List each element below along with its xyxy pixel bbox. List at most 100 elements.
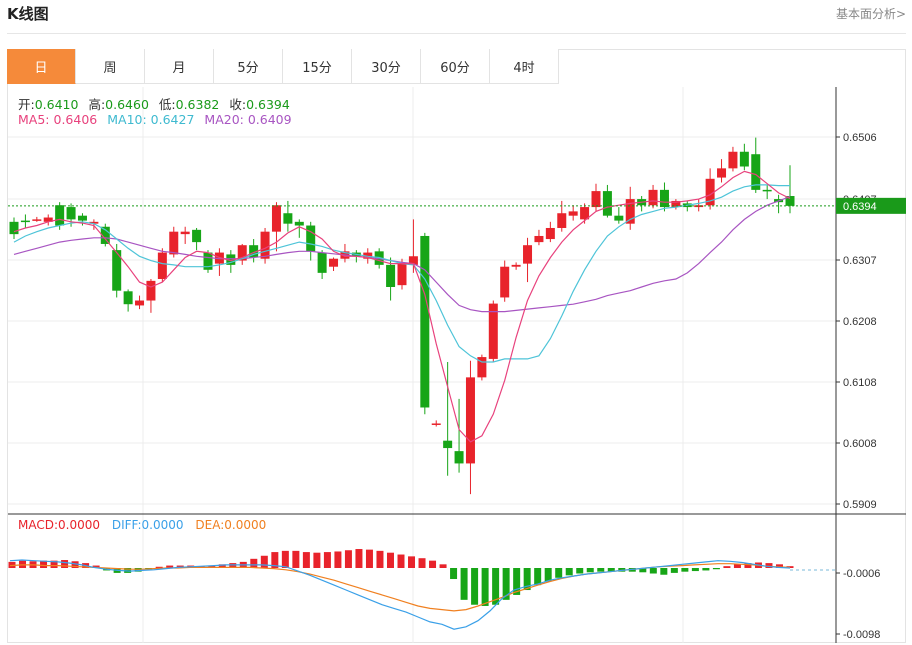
macd-bar: [733, 564, 741, 568]
diff-label: DIFF:: [111, 518, 142, 532]
ma10-label: MA10:: [107, 112, 147, 127]
candle-body: [55, 205, 65, 226]
macd-bar: [712, 568, 720, 570]
macd-bar: [691, 568, 699, 572]
candle-body: [408, 256, 418, 265]
candle-body: [43, 217, 53, 222]
candle-body: [271, 205, 281, 232]
current-price-label: 0.6394: [843, 201, 877, 213]
candle-body: [454, 451, 464, 464]
macd-bar: [155, 566, 163, 568]
macd-bar: [439, 564, 447, 568]
macd-histogram: [8, 549, 794, 606]
tab-60min[interactable]: 60分: [421, 49, 490, 84]
tab-day[interactable]: 日: [7, 49, 76, 84]
candle-body: [443, 440, 453, 449]
price-tick-label: 0.5909: [843, 499, 877, 511]
candle-body: [534, 235, 544, 243]
macd-bar: [250, 558, 258, 568]
candle-body: [226, 254, 236, 265]
macd-bar: [576, 568, 584, 574]
candle-body: [112, 250, 122, 291]
fundamental-analysis-link[interactable]: 基本面分析>: [835, 7, 906, 21]
candle-body: [465, 377, 475, 464]
candle-body: [625, 199, 635, 224]
tab-5min[interactable]: 5分: [214, 49, 283, 84]
macd-bar: [670, 568, 678, 573]
period-tabs: 日 周 月 5分 15分 30分 60分 4时: [7, 49, 559, 84]
candle-body: [705, 178, 715, 206]
ma20-line: [13, 196, 791, 313]
candle-body: [294, 221, 304, 226]
macd-bar: [765, 563, 773, 568]
candle-body: [785, 196, 795, 206]
ma5-line: [13, 170, 791, 443]
tab-30min[interactable]: 30分: [352, 49, 421, 84]
low-value: 0.6382: [175, 97, 220, 112]
macd-bar: [513, 568, 521, 595]
tab-month[interactable]: 月: [145, 49, 214, 84]
candle-body: [500, 266, 510, 298]
dea-value: 0.0000: [224, 518, 267, 532]
high-label: 高:: [88, 97, 106, 112]
macd-bar: [323, 552, 331, 568]
macd-bar: [40, 560, 48, 568]
candle-body: [580, 207, 590, 220]
tab-4hour[interactable]: 4时: [490, 49, 559, 84]
open-label: 开:: [18, 97, 35, 112]
candle-body: [591, 191, 601, 208]
macd-bar: [302, 552, 310, 568]
candle-body: [545, 227, 555, 240]
macd-bar: [418, 558, 426, 568]
candle-body: [694, 205, 704, 208]
current-price-tag: [836, 197, 906, 214]
candle-body: [9, 221, 19, 235]
dea-label: DEA:: [195, 518, 225, 532]
macd-readout: MACD:0.0000 DIFF:0.0000 DEA:0.0000: [18, 518, 266, 532]
macd-bar: [639, 568, 647, 573]
candle-body: [123, 291, 133, 305]
macd-bar: [334, 551, 342, 568]
macd-bar: [702, 568, 710, 571]
candle-body: [260, 231, 270, 259]
ma5-value: 0.6406: [53, 112, 98, 127]
ma5-label: MA5:: [18, 112, 50, 127]
tab-15min[interactable]: 15分: [283, 49, 352, 84]
macd-value: 0.0000: [58, 518, 101, 532]
price-tick-label: 0.6208: [843, 316, 877, 328]
candle-body: [157, 252, 167, 280]
candle-body: [66, 207, 76, 220]
candle-body: [283, 213, 293, 224]
candle-body: [146, 280, 156, 301]
macd-bar: [50, 560, 58, 568]
close-label: 收:: [229, 97, 247, 112]
macd-tick-label: -0.0006: [843, 568, 880, 580]
macd-bar: [134, 568, 142, 572]
diff-value: 0.0000: [141, 518, 184, 532]
candle-body: [659, 189, 669, 208]
macd-bar: [544, 568, 552, 582]
candle-body: [169, 231, 179, 255]
macd-bar: [281, 550, 289, 568]
macd-bar: [386, 552, 394, 568]
candle-body: [523, 245, 533, 264]
candle-body: [397, 263, 407, 286]
header-divider: [7, 33, 906, 34]
macd-bar: [365, 549, 373, 568]
macd-bar: [534, 568, 542, 586]
candle-body: [249, 245, 259, 258]
macd-bar: [723, 566, 731, 568]
macd-bar: [502, 568, 510, 600]
close-value: 0.6394: [246, 97, 290, 112]
candle-body: [135, 300, 145, 306]
macd-bar: [523, 568, 531, 591]
tab-week[interactable]: 周: [76, 49, 145, 84]
candle-body: [671, 200, 681, 208]
macd-bar: [218, 564, 226, 568]
macd-bar: [660, 568, 668, 575]
candle-body: [751, 154, 761, 190]
macd-bar: [607, 568, 615, 572]
candle-body: [329, 258, 339, 267]
candle-body: [317, 252, 327, 273]
